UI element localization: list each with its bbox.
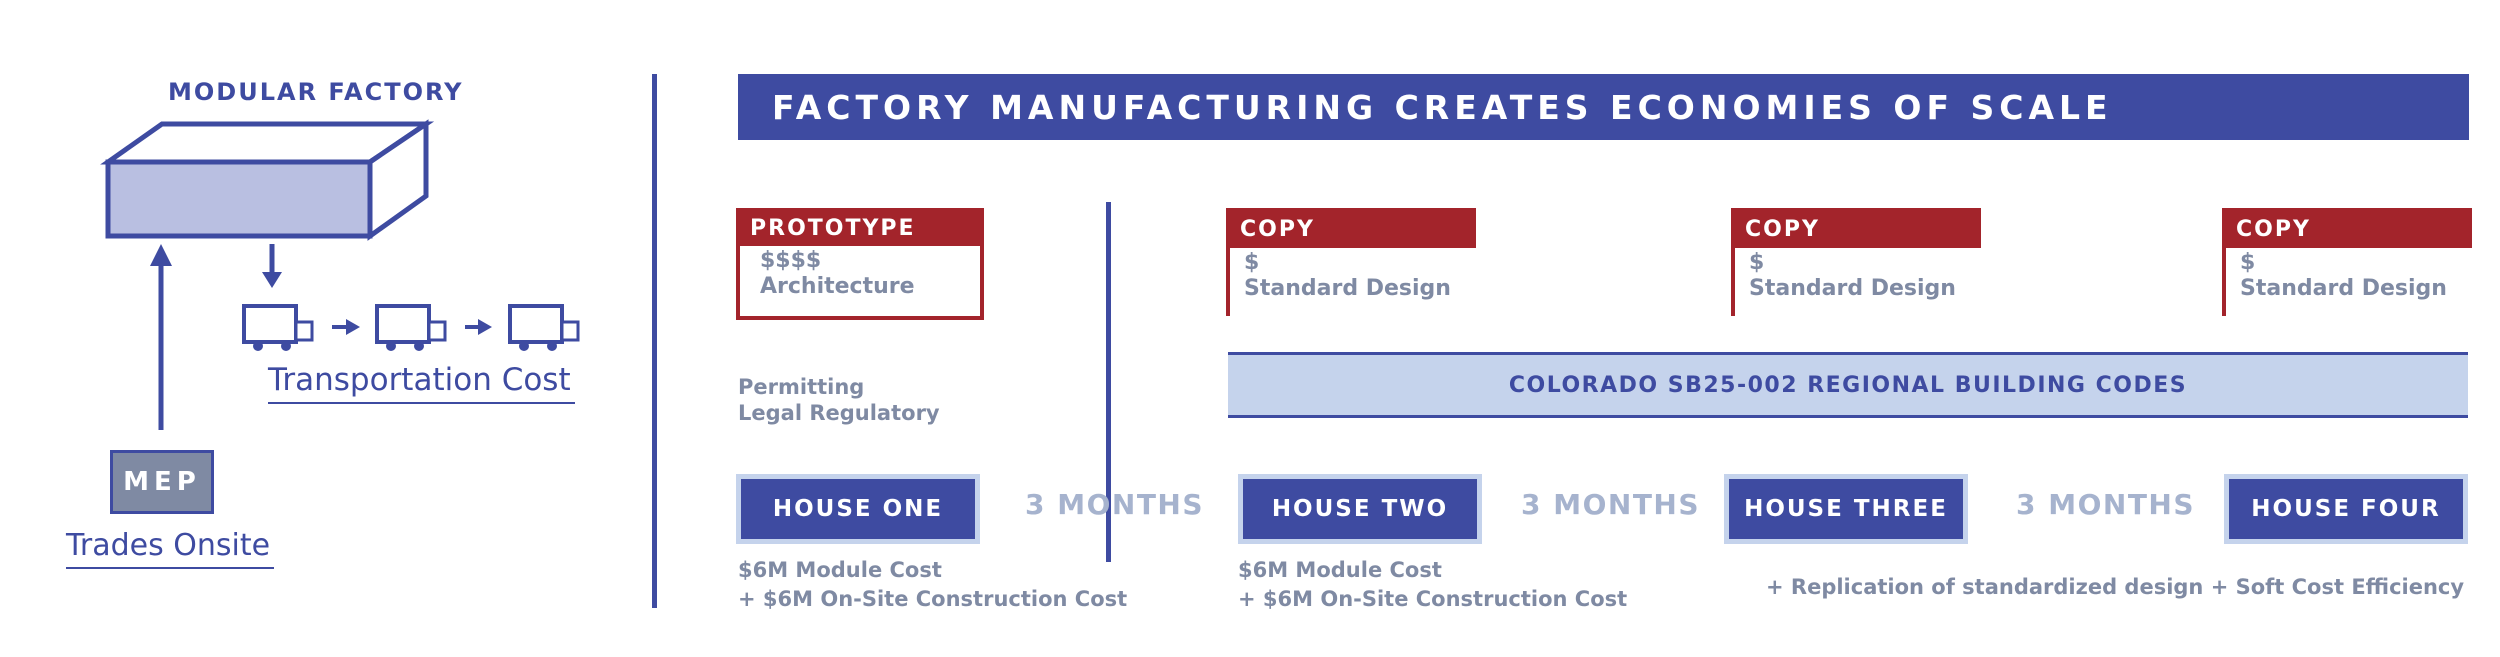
prototype-divider	[1106, 202, 1111, 562]
copy-card-cost: $	[1749, 250, 1765, 275]
header-title: FACTORY MANUFACTURING CREATES ECONOMIES …	[772, 87, 2113, 127]
house-one-cost-note: $6M Module Cost + $6M On-Site Constructi…	[738, 556, 1127, 614]
copy-card-label: COPY	[1731, 208, 1981, 248]
copy-card-cost: $	[2240, 250, 2256, 275]
copy-card-desc: Standard Design	[1244, 276, 1451, 301]
legal-regulatory-line: Legal Regulatory	[738, 401, 940, 425]
prototype-card: PROTOTYPE $$$$ Architecture	[736, 208, 984, 320]
copy-card-label: COPY	[1226, 208, 1476, 248]
truck-icon	[242, 304, 314, 351]
module-cost-line: $6M Module Cost	[1238, 558, 1442, 582]
copy-card-cost: $	[1244, 250, 1260, 275]
right-arrow-icon	[332, 319, 360, 335]
duration-label: 3 MONTHS	[1521, 488, 1701, 521]
truck-icon	[375, 304, 447, 351]
down-arrow-icon	[262, 244, 282, 288]
copy-card: COPY $ Standard Design	[2222, 208, 2472, 316]
house-two-box: HOUSE TWO	[1238, 474, 1482, 544]
onsite-cost-line: + $6M On-Site Construction Cost	[1238, 587, 1628, 611]
factory-diagram	[100, 119, 580, 430]
copy-card: COPY $ Standard Design	[1226, 208, 1476, 316]
house-three-box: HOUSE THREE	[1724, 474, 1968, 544]
up-arrow-icon	[150, 244, 172, 430]
transportation-cost-label: Transportation Cost	[268, 362, 575, 404]
replication-note: + Replication of standardized design + S…	[1766, 575, 2465, 599]
prototype-card-cost: $$$$	[760, 248, 822, 273]
mep-box: MEP	[110, 450, 214, 514]
truck-icon	[508, 304, 580, 351]
header-band: FACTORY MANUFACTURING CREATES ECONOMIES …	[738, 74, 2469, 140]
permitting-note: Permitting Legal Regulatory	[738, 374, 940, 426]
module-cost-line: $6M Module Cost	[738, 558, 942, 582]
permitting-line: Permitting	[738, 375, 865, 399]
factory-title: MODULAR FACTORY	[168, 78, 464, 106]
right-arrow-icon	[465, 319, 492, 335]
onsite-cost-line: + $6M On-Site Construction Cost	[738, 587, 1128, 611]
copy-card: COPY $ Standard Design	[1731, 208, 1981, 316]
house-four-box: HOUSE FOUR	[2224, 474, 2468, 544]
house-one-box: HOUSE ONE	[736, 474, 980, 544]
prototype-card-label: PROTOTYPE	[736, 208, 984, 246]
trades-onsite-label: Trades Onsite	[66, 528, 275, 569]
copy-card-desc: Standard Design	[2240, 276, 2447, 301]
copy-card-desc: Standard Design	[1749, 276, 1956, 301]
prototype-card-desc: Architecture	[760, 274, 915, 299]
building-codes-band: COLORADO SB25-002 REGIONAL BUILDING CODE…	[1228, 352, 2468, 418]
factory-box-icon	[100, 119, 435, 241]
duration-label: 3 MONTHS	[1025, 488, 1205, 521]
section-divider	[652, 74, 657, 608]
house-two-cost-note: $6M Module Cost + $6M On-Site Constructi…	[1238, 556, 1627, 614]
duration-label: 3 MONTHS	[2016, 488, 2196, 521]
copy-card-label: COPY	[2222, 208, 2472, 248]
